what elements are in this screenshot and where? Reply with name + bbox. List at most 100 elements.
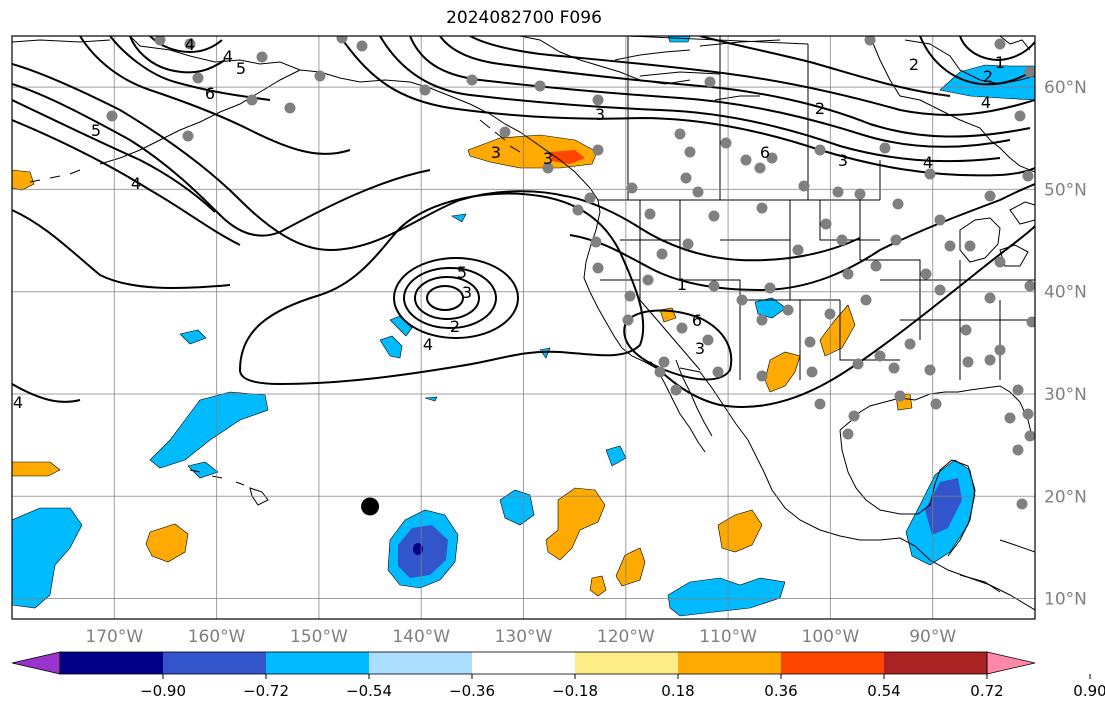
contour-label: 2 — [983, 67, 993, 86]
station-dot — [642, 274, 654, 286]
station-dot — [106, 110, 118, 122]
station-dot — [1016, 498, 1028, 510]
lat-tick-label: 10°N — [1044, 590, 1087, 610]
station-dot — [960, 324, 972, 336]
station-dot — [994, 344, 1006, 356]
station-dot — [246, 94, 258, 106]
station-dot — [888, 362, 900, 374]
station-dot — [852, 358, 864, 370]
station-dot — [1026, 316, 1035, 328]
station-dot — [592, 262, 604, 274]
contour-label: 3 — [462, 283, 472, 302]
station-dot — [184, 38, 196, 50]
station-dot — [756, 202, 768, 214]
station-dot — [782, 304, 794, 316]
station-dot — [192, 72, 204, 84]
station-dot — [892, 198, 904, 210]
station-dot — [934, 214, 946, 226]
station-dot — [756, 314, 768, 326]
colorbar-tick-label: −0.54 — [346, 682, 392, 700]
contour-label: 4 — [185, 35, 195, 54]
coastlines — [12, 36, 1035, 611]
station-dot — [499, 126, 511, 138]
station-markers — [106, 36, 1035, 510]
contour-label: 6 — [760, 143, 770, 162]
contour-label: 5 — [91, 121, 101, 140]
colorbar-swatch — [369, 652, 473, 674]
station-dot — [1004, 412, 1016, 424]
station-dot — [962, 356, 974, 368]
station-dot — [670, 384, 682, 396]
station-dot — [656, 248, 668, 260]
colorbar-tick-label: 0.72 — [970, 682, 1003, 700]
colorbar-tick-label: −0.36 — [449, 682, 495, 700]
colorbar-swatch — [884, 652, 988, 674]
map-frame — [11, 35, 1036, 620]
station-dot — [766, 152, 778, 164]
station-dot — [890, 234, 902, 246]
colorbar-tick-label: 0.36 — [764, 682, 797, 700]
station-dot — [934, 284, 946, 296]
station-dot — [814, 398, 826, 410]
contour-label: 4 — [13, 393, 23, 412]
contour-label: 4 — [923, 153, 933, 172]
colorbar-tick-label: −0.72 — [243, 682, 289, 700]
station-dot — [708, 210, 720, 222]
station-dot — [592, 144, 604, 156]
station-dot — [284, 102, 296, 114]
contour-label: 6 — [205, 84, 215, 103]
station-dot — [704, 76, 716, 88]
station-dot — [684, 146, 696, 158]
station-dot — [924, 168, 936, 180]
station-dot — [1024, 66, 1035, 78]
station-dot — [930, 398, 942, 410]
contour-label: 3 — [491, 143, 501, 162]
station-dot — [466, 74, 478, 86]
station-dot — [154, 36, 166, 46]
station-dot — [920, 268, 932, 280]
station-dot — [590, 236, 602, 248]
station-dot — [336, 36, 348, 44]
station-dot — [644, 208, 656, 220]
station-dot — [692, 186, 704, 198]
lon-tick-label: 160°W — [188, 627, 246, 647]
station-dot — [680, 172, 692, 184]
lat-tick-label: 20°N — [1044, 487, 1087, 507]
station-dot — [964, 240, 976, 252]
contour-label: 2 — [815, 99, 825, 118]
station-dot — [182, 130, 194, 142]
contour-label: 1 — [677, 275, 687, 294]
station-dot — [924, 364, 936, 376]
station-dot — [702, 334, 714, 346]
station-dot — [624, 290, 636, 302]
station-dot — [712, 366, 724, 378]
station-dot — [720, 137, 732, 149]
station-dot — [984, 354, 996, 366]
colorbar-swatch — [575, 652, 679, 674]
contour-label: 5 — [236, 59, 246, 78]
station-dot — [842, 268, 854, 280]
map-title: 2024082700 F096 — [446, 8, 602, 28]
lon-tick-label: 120°W — [597, 627, 655, 647]
station-dot — [256, 51, 268, 63]
lon-tick-label: 100°W — [802, 627, 860, 647]
lat-tick-label: 30°N — [1044, 385, 1087, 405]
colorbar-tick-label: −0.18 — [552, 682, 598, 700]
anomaly-shading — [12, 36, 1035, 617]
station-dot — [626, 182, 638, 194]
state-borders — [598, 199, 1035, 380]
station-dot — [622, 314, 634, 326]
colorbar-extend-low — [11, 651, 61, 675]
station-dot — [708, 280, 720, 292]
contour-label: 2 — [450, 317, 460, 336]
colorbar-swatch — [678, 652, 782, 674]
station-dot — [542, 162, 554, 174]
location-marker — [361, 497, 380, 516]
station-dot — [848, 410, 860, 422]
station-dot — [736, 294, 748, 306]
lon-tick-label: 110°W — [699, 627, 757, 647]
station-dot — [419, 84, 431, 96]
station-dot — [764, 282, 776, 294]
colorbar-extend-high — [986, 651, 1036, 675]
